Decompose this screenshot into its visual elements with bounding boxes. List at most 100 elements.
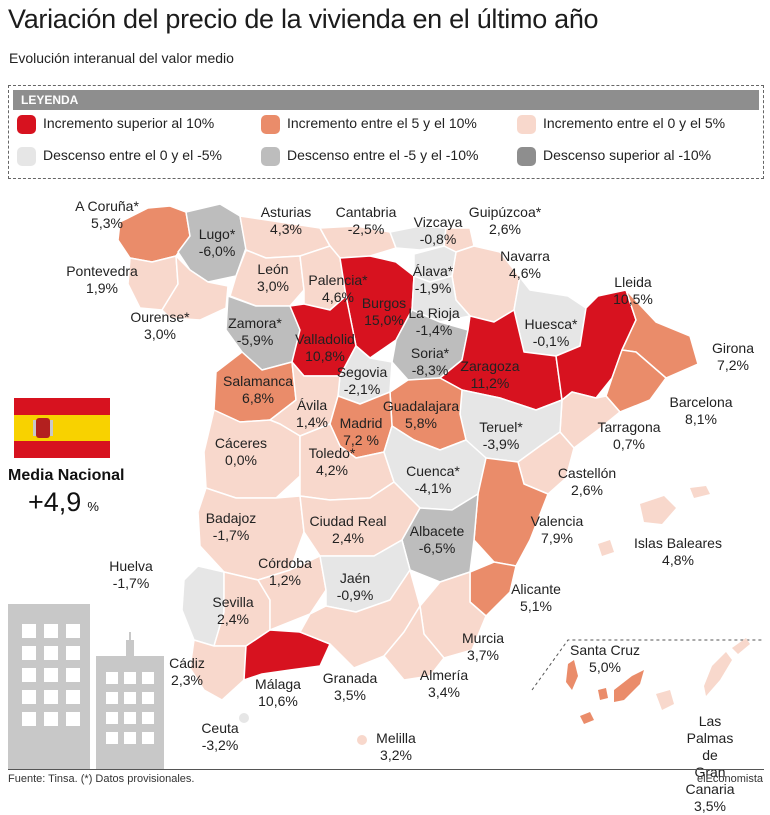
province-value: 10,5% (613, 291, 653, 307)
island-fuerteventura (704, 652, 732, 696)
label-asturias: Asturias 4,3% (261, 204, 312, 238)
province-name: Girona (711, 340, 755, 356)
province-value: 2,6% (571, 482, 603, 498)
province-name: Vizcaya (413, 214, 463, 230)
province-name: Soria* (410, 345, 450, 361)
legend-header: LEYENDA (13, 90, 759, 110)
island-menorca (690, 486, 710, 498)
province-name: La Rioja (408, 305, 460, 321)
label-murcia: Murcia 3,7% (462, 630, 504, 664)
label-a-coruna: A Coruña* 5,3% (75, 198, 139, 232)
province-name: Sevilla (212, 594, 254, 610)
province-value: 3,4% (428, 684, 460, 700)
label-avila: Ávila 1,4% (296, 397, 328, 431)
label-burgos: Burgos 15,0% (362, 295, 406, 329)
province-name: Huesca* (524, 316, 578, 332)
label-ceuta: Ceuta -3,2% (201, 720, 238, 754)
province-value: -1,9% (414, 280, 452, 296)
province-value: 2,4% (332, 530, 364, 546)
province-name: Segovia (336, 364, 388, 380)
province-value: 3,5% (334, 687, 366, 703)
province-name: Zaragoza (460, 358, 520, 374)
province-name: Ávila (296, 397, 328, 413)
province-value: -2,5% (347, 221, 385, 237)
brand-credit: elEconomista (697, 773, 764, 785)
province-value: 10,8% (305, 348, 345, 364)
footer-divider (8, 769, 764, 770)
province-name: Asturias (260, 204, 312, 220)
province-value: -3,2% (201, 737, 239, 753)
province-name: Palencia* (308, 272, 368, 288)
province-value: 2,3% (171, 672, 203, 688)
province-value: -8,3% (411, 362, 449, 378)
label-alicante: Alicante 5,1% (511, 581, 561, 615)
buildings-illustration (8, 604, 164, 770)
province-name: Lugo* (198, 226, 236, 242)
label-valladolid: Valladolid 10,8% (295, 331, 355, 365)
province-name: Lleida (614, 274, 652, 290)
province-value: 3,0% (257, 278, 289, 294)
province-value: 4,3% (270, 221, 302, 237)
province-value: 7,2 % (343, 432, 379, 448)
province-name: Santa Cruz (569, 642, 641, 658)
legend-swatch (517, 147, 536, 166)
label-alava: Álava* -1,9% (413, 263, 453, 297)
region-barcelona (605, 349, 667, 413)
province-name: Guipúzcoa* (468, 204, 542, 220)
province-value: 1,9% (86, 280, 118, 296)
province-value: -1,7% (112, 575, 150, 591)
label-teruel: Teruel* -3,9% (479, 419, 523, 453)
province-name: Tarragona (597, 419, 661, 435)
label-lleida: Lleida 10,5% (613, 274, 653, 308)
label-girona: Girona 7,2% (712, 340, 754, 374)
province-value: 4,6% (509, 265, 541, 281)
label-valencia: Valencia 7,9% (531, 513, 584, 547)
island-la-palma (566, 660, 578, 690)
province-value: 6,8% (242, 390, 274, 406)
legend-item-label: Descenso superior al -10% (543, 147, 712, 163)
legend-swatch (17, 115, 36, 134)
legend-swatch (261, 147, 280, 166)
province-name: Cáceres (214, 435, 268, 451)
label-cantabria: Cantabria -2,5% (336, 204, 397, 238)
province-value: 4,6% (322, 289, 354, 305)
province-value: 11,2% (470, 375, 510, 391)
province-name: Cantabria (335, 204, 397, 220)
label-caceres: Cáceres 0,0% (215, 435, 267, 469)
label-cadiz: Cádiz 2,3% (169, 655, 205, 689)
province-value: 3,7% (467, 647, 499, 663)
province-value: 2,4% (217, 611, 249, 627)
province-value: -4,1% (414, 480, 452, 496)
region-cadiz (189, 639, 247, 701)
province-value: -2,1% (343, 381, 381, 397)
label-segovia: Segovia -2,1% (337, 364, 388, 398)
province-name: Toledo* (308, 445, 356, 461)
label-badajoz: Badajoz -1,7% (206, 510, 257, 544)
canary-inset-frame (531, 639, 764, 691)
province-name: Ciudad Real (309, 513, 387, 529)
label-palencia: Palencia* 4,6% (308, 272, 367, 306)
region-malaga (243, 629, 331, 681)
province-name: León (257, 261, 289, 277)
island-mallorca (640, 496, 676, 524)
province-name: Almería (419, 667, 469, 683)
province-value: 5,1% (520, 598, 552, 614)
balearic-islands (598, 486, 710, 556)
label-soria: Soria* -8,3% (411, 345, 449, 379)
province-name: Valencia (530, 513, 584, 529)
label-melilla: Melilla 3,2% (376, 730, 416, 764)
province-name: Málaga (255, 676, 301, 692)
label-cordoba: Córdoba 1,2% (258, 555, 312, 589)
province-value: -0,8% (419, 231, 457, 247)
province-value: 3,2% (380, 747, 412, 763)
legend: LEYENDA Incremento superior al 10% Incre… (8, 85, 764, 179)
legend-item-label: Descenso entre el 0 y el -5% (43, 147, 222, 163)
province-name: Madrid (339, 415, 383, 431)
legend-item-label: Incremento superior al 10% (43, 115, 215, 131)
legend-swatch (517, 115, 536, 134)
province-value: 8,1% (685, 411, 717, 427)
label-las-palmas: Las Palmas de Gran Canaria 3,5% (680, 713, 740, 815)
province-value: 1,2% (269, 572, 301, 588)
province-value: 7,9% (541, 530, 573, 546)
province-value: -3,9% (482, 436, 520, 452)
